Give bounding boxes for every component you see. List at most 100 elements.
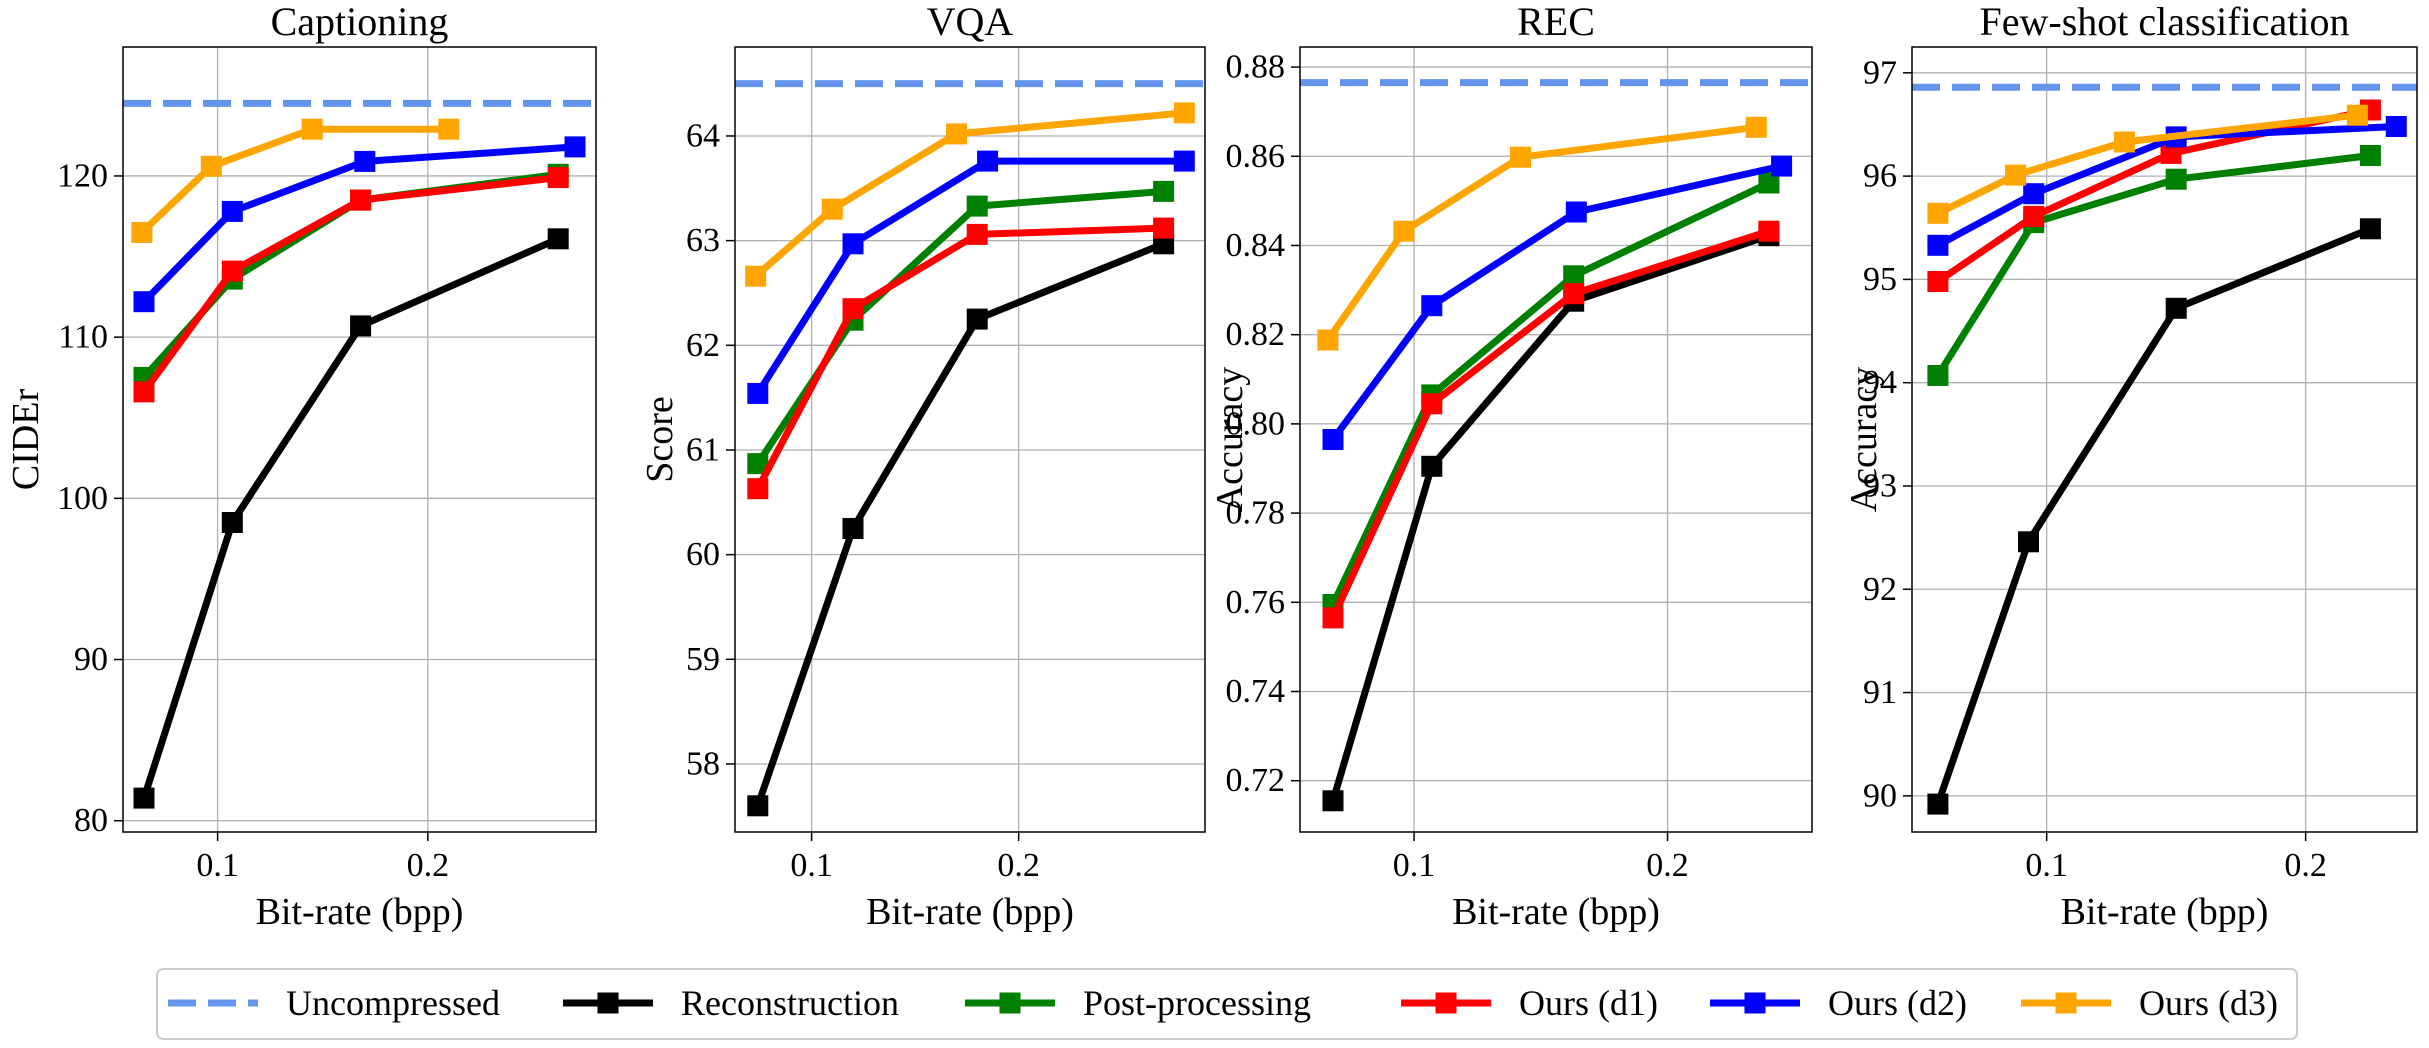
series-line-post-processing bbox=[1329, 179, 1771, 606]
chart-title: Captioning bbox=[271, 0, 449, 44]
data-point-ours-d1 bbox=[547, 167, 569, 189]
plot-frame bbox=[1299, 46, 1813, 833]
panel-captioning: 80 90 100 110 120 0.1 0.2 Captioning Bit-rate (b… bbox=[5, 0, 597, 933]
legend-entry-ours-d2: Ours (d2) bbox=[1710, 983, 1967, 1023]
data-point-ours-d2 bbox=[1322, 429, 1344, 450]
y-tick-label: 90 bbox=[74, 641, 108, 678]
data-point-ours-d1 bbox=[1421, 393, 1443, 415]
series-ours-d3 bbox=[1927, 104, 2368, 224]
data-point-ours-d2 bbox=[1771, 155, 1793, 177]
y-tick-label: 90 bbox=[1863, 777, 1897, 814]
data-point-post-processing bbox=[747, 453, 769, 475]
y-tick-label: 58 bbox=[686, 745, 720, 782]
data-point-reconstruction bbox=[221, 512, 243, 533]
data-point-ours-d1 bbox=[133, 381, 155, 403]
legend-frame bbox=[156, 968, 2298, 1040]
y-tick-label: 62 bbox=[686, 327, 720, 364]
data-point-reconstruction bbox=[966, 308, 988, 330]
y-tick-label: 0.82 bbox=[1226, 316, 1286, 353]
series-reconstruction bbox=[747, 233, 1175, 817]
legend-handle-marker bbox=[597, 992, 619, 1014]
x-tick-label: 0.1 bbox=[1393, 847, 1436, 884]
chart-title: VQA bbox=[927, 0, 1014, 44]
series-reconstruction bbox=[133, 228, 569, 809]
x-tick-label: 0.1 bbox=[2025, 847, 2068, 884]
data-point-ours-d1 bbox=[2160, 142, 2182, 164]
legend: Uncompressed Reconstruction Post-processin… bbox=[156, 968, 2298, 1040]
series-line-ours-d2 bbox=[141, 143, 576, 305]
data-point-ours-d3 bbox=[2346, 104, 2368, 126]
data-point-ours-d1 bbox=[1322, 607, 1344, 629]
data-point-ours-d3 bbox=[1317, 329, 1339, 351]
x-tick-label: 0.2 bbox=[2284, 847, 2327, 884]
data-point-post-processing bbox=[1927, 365, 1949, 386]
y-tick-label: 80 bbox=[74, 802, 108, 839]
data-point-ours-d1 bbox=[1927, 271, 1949, 292]
y-tick-label: 94 bbox=[1863, 364, 1897, 401]
series-line-reconstruction bbox=[754, 240, 1165, 807]
series-line-reconstruction bbox=[1329, 232, 1771, 802]
data-point-ours-d1 bbox=[966, 223, 988, 245]
data-point-ours-d3 bbox=[438, 118, 460, 140]
plot-frame bbox=[1911, 46, 2418, 833]
y-tick-label: 96 bbox=[1863, 158, 1897, 195]
series-reconstruction bbox=[1927, 218, 2381, 815]
plot-frame bbox=[734, 46, 1206, 833]
legend-label: Ours (d1) bbox=[1519, 983, 1658, 1023]
y-tick-label: 63 bbox=[686, 222, 720, 259]
legend-handle-marker bbox=[1435, 992, 1457, 1014]
data-point-post-processing bbox=[1153, 180, 1175, 202]
series-line-ours-d2 bbox=[1330, 162, 1783, 442]
data-point-ours-d2 bbox=[1927, 234, 1949, 256]
y-axis-label: Accuracy bbox=[1843, 367, 1885, 513]
data-point-reconstruction bbox=[1421, 455, 1443, 477]
data-point-reconstruction bbox=[1927, 793, 1949, 815]
data-point-reconstruction bbox=[747, 795, 769, 817]
series-line-ours-d2 bbox=[1936, 123, 2397, 249]
series-ours-d2 bbox=[133, 136, 586, 313]
panel-few-shot-classification: 90 91 92 93 94 95 96 97 0.1 0.2 Few-shot classific… bbox=[1843, 0, 2418, 933]
series-line-ours-d1 bbox=[1329, 227, 1770, 620]
data-point-ours-d3 bbox=[1745, 116, 1767, 138]
series-ours-d1 bbox=[133, 167, 569, 403]
y-tick-label: 0.80 bbox=[1226, 405, 1286, 442]
data-point-ours-d1 bbox=[2023, 205, 2045, 227]
data-point-ours-d1 bbox=[1563, 283, 1585, 305]
data-point-ours-d2 bbox=[564, 136, 586, 158]
series-ours-d2 bbox=[747, 150, 1195, 404]
data-point-ours-d3 bbox=[946, 123, 967, 145]
series-ours-d3 bbox=[131, 118, 460, 243]
data-point-ours-d3 bbox=[200, 155, 222, 177]
series-line-post-processing bbox=[1934, 152, 2371, 378]
data-point-ours-d2 bbox=[133, 291, 155, 313]
legend-label: Ours (d3) bbox=[2139, 983, 2278, 1023]
series-line-ours-d3 bbox=[1325, 123, 1757, 343]
data-point-reconstruction bbox=[2018, 531, 2039, 553]
series-post-processing bbox=[1322, 172, 1780, 615]
data-point-ours-d3 bbox=[1173, 102, 1195, 124]
y-tick-label: 95 bbox=[1863, 261, 1897, 298]
data-point-ours-d3 bbox=[301, 118, 323, 140]
legend-handle-marker bbox=[999, 992, 1021, 1014]
data-point-reconstruction bbox=[547, 228, 569, 250]
data-point-ours-d2 bbox=[747, 382, 769, 404]
legend-entry-ours-d1: Ours (d1) bbox=[1401, 983, 1658, 1023]
data-point-ours-d3 bbox=[131, 221, 153, 243]
data-point-ours-d3 bbox=[745, 265, 767, 287]
x-axis-label: Bit-rate (bpp) bbox=[866, 891, 1074, 933]
y-axis-label: Accuracy bbox=[1209, 367, 1251, 513]
legend-label: Post-processing bbox=[1083, 983, 1311, 1023]
y-tick-label: 92 bbox=[1863, 571, 1897, 608]
plot-frame bbox=[122, 46, 597, 833]
chart-title: Few-shot classification bbox=[1980, 0, 2350, 44]
x-tick-label: 0.1 bbox=[790, 847, 833, 884]
series-ours-d1 bbox=[1322, 220, 1780, 629]
y-tick-label: 0.76 bbox=[1226, 584, 1286, 621]
x-tick-label: 0.2 bbox=[1646, 847, 1689, 884]
legend-entry-reconstruction: Reconstruction bbox=[563, 983, 899, 1023]
x-axis-label: Bit-rate (bpp) bbox=[1452, 891, 1660, 933]
data-point-ours-d2 bbox=[221, 200, 243, 222]
x-tick-label: 0.1 bbox=[196, 847, 239, 884]
data-point-ours-d3 bbox=[1393, 220, 1415, 242]
